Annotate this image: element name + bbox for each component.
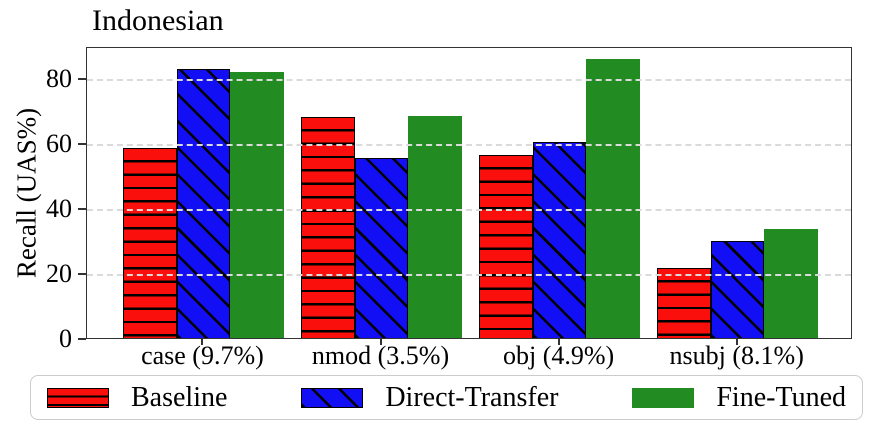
y-tick-label-20: 20	[46, 259, 72, 289]
gridline-60	[87, 144, 851, 147]
legend-swatch-fine-tuned	[632, 387, 695, 408]
y-tick-label-80: 80	[46, 64, 72, 94]
bar-baseline-2	[479, 154, 533, 338]
legend-label-direct-transfer: Direct-Transfer	[385, 381, 559, 413]
bar-direct-transfer-2	[532, 141, 587, 338]
x-tick-mark-0	[201, 339, 204, 345]
legend-swatch-direct-transfer	[301, 387, 364, 408]
bar-fine-tuned-0	[230, 71, 284, 338]
bar-direct-transfer-0	[176, 68, 231, 338]
bar-direct-transfer-1	[354, 157, 409, 338]
legend-item-fine-tuned: Fine-Tuned	[632, 382, 846, 414]
y-tick-label-0: 0	[59, 324, 72, 353]
x-tick-label-2: obj (4.9%)	[503, 341, 615, 370]
x-tick-mark-1	[379, 339, 382, 345]
y-tick-mark-80	[78, 78, 86, 81]
bar-direct-transfer-3	[710, 240, 765, 338]
x-tick-label-3: nsubj (8.1%)	[669, 341, 804, 370]
bar-fine-tuned-1	[408, 115, 462, 338]
plot-area	[86, 47, 852, 339]
gridline-20	[87, 274, 851, 277]
bar-baseline-3	[657, 268, 711, 338]
legend-item-baseline: Baseline	[47, 382, 227, 414]
x-tick-label-0: case (9.7%)	[141, 341, 264, 370]
legend-label-baseline: Baseline	[131, 381, 228, 413]
gridline-80	[87, 79, 851, 82]
y-tick-mark-40	[78, 208, 86, 211]
gridline-40	[87, 209, 851, 212]
chart-title: Indonesian	[92, 4, 224, 37]
legend: Baseline Direct-Transfer Fine-Tuned	[30, 375, 863, 420]
legend-item-direct-transfer: Direct-Transfer	[301, 382, 558, 414]
y-tick-mark-60	[78, 143, 86, 146]
bar-fine-tuned-3	[764, 229, 818, 338]
legend-label-fine-tuned: Fine-Tuned	[716, 381, 846, 413]
x-tick-mark-3	[735, 339, 738, 345]
y-tick-mark-20	[78, 273, 86, 276]
bar-fine-tuned-2	[586, 58, 640, 338]
x-tick-label-1: nmod (3.5%)	[311, 341, 450, 370]
y-tick-label-60: 60	[46, 129, 72, 159]
x-tick-mark-2	[557, 339, 560, 345]
y-tick-label-40: 40	[46, 194, 72, 224]
legend-swatch-baseline	[47, 387, 109, 408]
y-tick-mark-0	[78, 338, 86, 340]
bar-baseline-0	[123, 148, 177, 338]
bar-baseline-1	[301, 117, 355, 338]
